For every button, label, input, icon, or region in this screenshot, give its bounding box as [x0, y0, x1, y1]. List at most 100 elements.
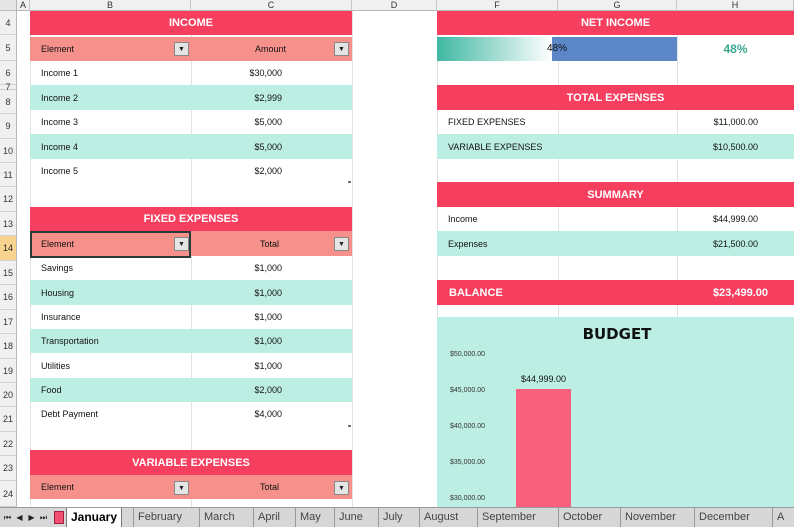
row-header[interactable]: 24 — [0, 481, 17, 507]
row-label: Income 3 — [41, 117, 79, 127]
row-label: Income — [448, 214, 478, 224]
row-header[interactable]: 21 — [0, 407, 17, 432]
chart-title: BUDGET — [582, 325, 652, 343]
next-sheet-icon[interactable]: ▶ — [28, 513, 35, 522]
tab-february[interactable]: February — [133, 508, 186, 527]
column-header-b[interactable]: B — [30, 0, 191, 11]
bar-data-label: $44,999.00 — [521, 374, 566, 384]
tab-overflow[interactable]: A — [772, 508, 794, 527]
first-sheet-icon[interactable]: ⏮ — [3, 513, 12, 522]
fixed-expenses-header-row: Element ▼ Total ▼ — [30, 231, 352, 256]
row-header[interactable]: 19 — [0, 359, 17, 383]
row-header[interactable]: 6 — [0, 61, 17, 85]
table-row: Income 3 $5,000 — [30, 110, 352, 134]
tab-june[interactable]: June — [334, 508, 367, 527]
chevron-down-icon: ▼ — [338, 240, 345, 248]
row-value: $30,000 — [249, 68, 282, 78]
net-income-bar-label: 48% — [547, 43, 568, 54]
filter-dropdown-button[interactable]: ▼ — [174, 237, 189, 251]
row-value: $1,000 — [254, 312, 282, 322]
balance-label: BALANCE — [449, 286, 503, 299]
chevron-down-icon: ▼ — [178, 240, 185, 248]
row-header[interactable]: 16 — [0, 285, 17, 310]
fixed-expenses-title: FIXED EXPENSES — [30, 207, 352, 231]
filter-dropdown-button[interactable]: ▼ — [334, 237, 349, 251]
row-label: Expenses — [448, 238, 488, 249]
row-value: $4,000 — [254, 409, 282, 419]
column-header-h[interactable]: H — [677, 0, 794, 11]
chart-bar[interactable] — [516, 389, 571, 507]
row-value: $21,500.00 — [712, 238, 758, 249]
prev-sheet-icon[interactable]: ◀ — [16, 513, 23, 522]
y-tick-label: $35,000.00 — [450, 459, 485, 466]
net-income-progress-fill — [437, 37, 553, 61]
row-value: $2,000 — [254, 385, 282, 395]
tab-march[interactable]: March — [199, 508, 239, 527]
table-row: Expenses $21,500.00 — [437, 231, 794, 256]
row-header[interactable]: 14 — [0, 236, 17, 261]
selected-cell-b14[interactable] — [30, 231, 191, 258]
filter-dropdown-button[interactable]: ▼ — [174, 481, 189, 495]
select-all-corner[interactable] — [0, 0, 17, 11]
row-value: $1,000 — [254, 287, 282, 298]
row-header[interactable]: 13 — [0, 212, 17, 236]
tab-july[interactable]: July — [378, 508, 407, 527]
table-row: VARIABLE EXPENSES $10,500.00 — [437, 134, 794, 159]
income-header-row: Element ▼ Amount ▼ — [30, 37, 352, 61]
tab-november[interactable]: November — [620, 508, 680, 527]
row-header[interactable]: 5 — [0, 35, 17, 61]
column-header-g[interactable]: G — [558, 0, 677, 11]
row-header[interactable]: 10 — [0, 139, 17, 163]
sheet-color-icon — [54, 511, 64, 524]
row-header[interactable]: 18 — [0, 334, 17, 359]
row-label: Food — [41, 385, 62, 395]
budget-chart-plot: $50,000.00 $45,000.00 $40,000.00 $35,000.00… — [450, 351, 571, 507]
row-header[interactable]: 20 — [0, 383, 17, 407]
tab-may[interactable]: May — [295, 508, 325, 527]
tab-january[interactable]: January — [66, 508, 123, 527]
row-label: Savings — [41, 263, 74, 273]
tab-september[interactable]: September — [477, 508, 540, 527]
row-value: $11,000.00 — [713, 117, 758, 127]
budget-chart[interactable]: BUDGET $50,000.00 $45,000.00 $40,000.00 $35… — [437, 317, 794, 507]
y-tick-label: $40,000.00 — [450, 423, 485, 430]
sheet-tab-bar: ⏮ ◀ ▶ ⏭ January February March April May… — [0, 507, 794, 527]
row-header[interactable]: 8 — [0, 90, 17, 114]
table-resize-handle[interactable] — [348, 425, 351, 427]
y-tick-label: $45,000.00 — [450, 387, 485, 394]
balance-row: BALANCE $23,499.00 — [437, 280, 794, 305]
tab-april[interactable]: April — [253, 508, 284, 527]
last-sheet-icon[interactable]: ⏭ — [39, 513, 48, 522]
tab-december[interactable]: December — [694, 508, 754, 527]
row-header[interactable]: 23 — [0, 456, 17, 481]
net-income-progress-bar: 48% — [437, 37, 677, 61]
row-header[interactable]: 7 — [0, 82, 17, 92]
row-value: $5,000 — [254, 141, 282, 152]
column-header-f[interactable]: F — [437, 0, 558, 11]
table-resize-handle[interactable] — [348, 181, 351, 183]
table-row: Transportation $1,000 — [30, 329, 352, 353]
row-header[interactable]: 22 — [0, 432, 17, 456]
row-header[interactable]: 17 — [0, 310, 17, 334]
row-value: $1,000 — [254, 360, 282, 371]
row-label: Insurance — [41, 312, 81, 322]
chevron-down-icon: ▼ — [178, 45, 185, 53]
filter-dropdown-button[interactable]: ▼ — [174, 42, 189, 56]
row-header[interactable]: 15 — [0, 261, 17, 285]
tab-august[interactable]: August — [419, 508, 462, 527]
row-header[interactable]: 4 — [0, 11, 17, 35]
column-header-c[interactable]: C — [191, 0, 352, 11]
row-header[interactable]: 12 — [0, 187, 17, 212]
row-label: Transportation — [41, 336, 99, 346]
column-header-d[interactable]: D — [352, 0, 437, 11]
filter-dropdown-button[interactable]: ▼ — [334, 42, 349, 56]
chevron-down-icon: ▼ — [338, 484, 345, 492]
column-header-a[interactable]: A — [17, 0, 30, 11]
row-value: $1,000 — [254, 336, 282, 346]
row-header[interactable]: 11 — [0, 163, 17, 187]
row-header[interactable]: 9 — [0, 114, 17, 139]
filter-dropdown-button[interactable]: ▼ — [334, 481, 349, 495]
tab-october[interactable]: October — [558, 508, 606, 527]
variable-expenses-header-row: Element ▼ Total ▼ — [30, 475, 352, 499]
row-label: Debt Payment — [41, 409, 99, 419]
